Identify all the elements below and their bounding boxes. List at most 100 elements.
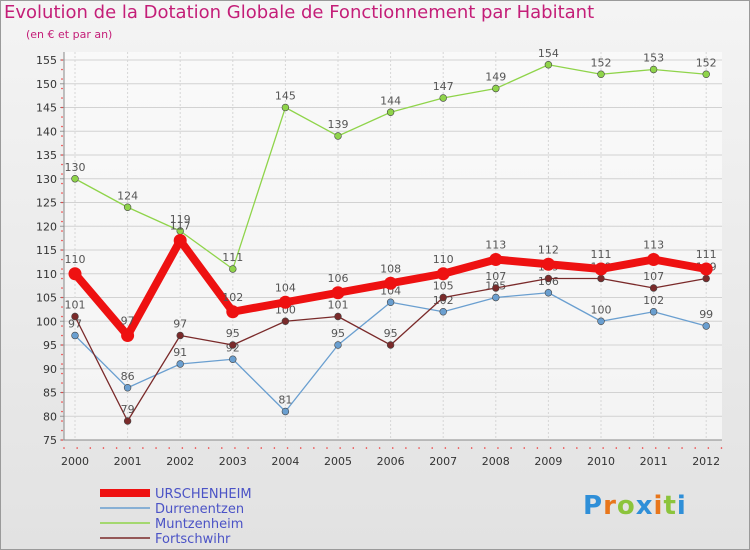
y-axis-dot [61, 306, 63, 308]
data-point [699, 262, 713, 276]
logo-letter: i [653, 491, 664, 521]
data-label: 144 [380, 94, 401, 107]
y-axis-dot [61, 87, 63, 90]
x-tick-label: 2011 [640, 455, 668, 468]
data-point [647, 253, 661, 266]
x-axis-dot [339, 447, 341, 449]
y-axis-dot [61, 163, 63, 166]
y-axis-dot [61, 173, 63, 175]
data-point [229, 341, 237, 349]
data-label: 147 [433, 80, 454, 93]
y-axis-dot [61, 325, 63, 327]
y-tick-label: 75 [43, 434, 57, 447]
data-label: 91 [173, 346, 187, 359]
y-axis-dot [61, 154, 63, 156]
y-axis-dot [61, 277, 63, 280]
logo-letter: P [583, 491, 604, 521]
y-tick-label: 135 [36, 149, 57, 162]
data-label: 145 [275, 90, 296, 103]
data-point [68, 267, 82, 281]
logo-letter: i [676, 491, 687, 521]
y-axis-dot [61, 429, 63, 432]
y-tick-label: 120 [36, 220, 57, 233]
x-axis-dot [444, 447, 447, 449]
y-tick-label: 90 [43, 363, 57, 376]
y-axis-dot [61, 192, 63, 194]
x-axis-dot [286, 447, 289, 449]
data-label: 152 [591, 56, 612, 69]
data-point [436, 267, 450, 281]
y-tick-label: 140 [36, 125, 57, 138]
y-axis-dot [61, 372, 63, 375]
x-axis-dot [615, 447, 618, 449]
data-point [123, 384, 132, 392]
data-label: 97 [121, 315, 135, 328]
data-label: 119 [170, 213, 191, 226]
y-axis-dot [61, 391, 63, 394]
data-label: 110 [65, 253, 86, 266]
y-axis-dot [61, 106, 63, 109]
x-axis-dot [628, 447, 631, 449]
data-label: 105 [433, 280, 454, 293]
data-label: 81 [278, 394, 292, 407]
data-label: 101 [328, 299, 349, 312]
x-axis-dot [405, 447, 407, 449]
y-axis-dot [61, 144, 63, 147]
y-axis-dot [61, 296, 63, 299]
x-axis-dot [720, 447, 723, 449]
x-axis-dot [418, 447, 420, 449]
y-axis-dot [61, 125, 63, 128]
x-axis-dot [510, 447, 512, 449]
data-point [229, 265, 237, 273]
data-point [176, 331, 184, 340]
y-tick-label: 95 [43, 339, 57, 352]
x-axis-dot [576, 447, 578, 449]
x-axis-dot [549, 447, 552, 449]
x-axis-dot [63, 447, 65, 449]
data-label: 130 [65, 161, 86, 174]
data-point [71, 312, 79, 321]
data-point [597, 70, 605, 78]
data-point [281, 317, 290, 325]
y-tick-label: 150 [36, 78, 57, 91]
y-tick-label: 130 [36, 173, 57, 186]
data-point [544, 289, 553, 297]
data-label: 95 [226, 327, 240, 340]
x-axis-dot [641, 447, 644, 449]
data-point [492, 284, 500, 292]
chart-subtitle: (en € et par an) [26, 28, 113, 41]
data-point [594, 262, 608, 276]
x-axis-dot [562, 447, 565, 449]
x-tick-label: 2007 [429, 455, 457, 468]
y-axis-dot [61, 287, 63, 289]
x-axis-dot [497, 447, 499, 449]
y-axis-dot [61, 135, 63, 137]
data-point [121, 329, 135, 342]
x-axis-dot [602, 447, 604, 449]
data-point [281, 103, 290, 112]
data-point [334, 312, 342, 321]
x-axis-dot [181, 447, 184, 449]
x-axis-dot [668, 447, 670, 449]
data-label: 111 [591, 248, 612, 261]
data-point [386, 298, 395, 306]
x-tick-label: 2009 [534, 455, 562, 468]
x-axis-dot [365, 447, 368, 449]
chart-title: Evolution de la Dotation Globale de Fonc… [4, 2, 595, 23]
data-label: 152 [696, 56, 717, 69]
data-label: 112 [538, 243, 559, 256]
y-axis-dot [61, 353, 63, 356]
y-axis-dot [61, 116, 63, 118]
data-point [384, 276, 398, 290]
y-axis-dot [61, 59, 63, 61]
x-axis-dot [207, 447, 210, 449]
data-label: 86 [121, 370, 135, 383]
data-label: 113 [643, 239, 664, 252]
data-point [492, 293, 500, 302]
y-axis-dot [61, 68, 63, 71]
data-point [334, 341, 342, 349]
x-tick-label: 2000 [61, 455, 89, 468]
data-label: 95 [331, 327, 345, 340]
y-axis-dot [61, 230, 63, 232]
data-label: 95 [384, 327, 398, 340]
